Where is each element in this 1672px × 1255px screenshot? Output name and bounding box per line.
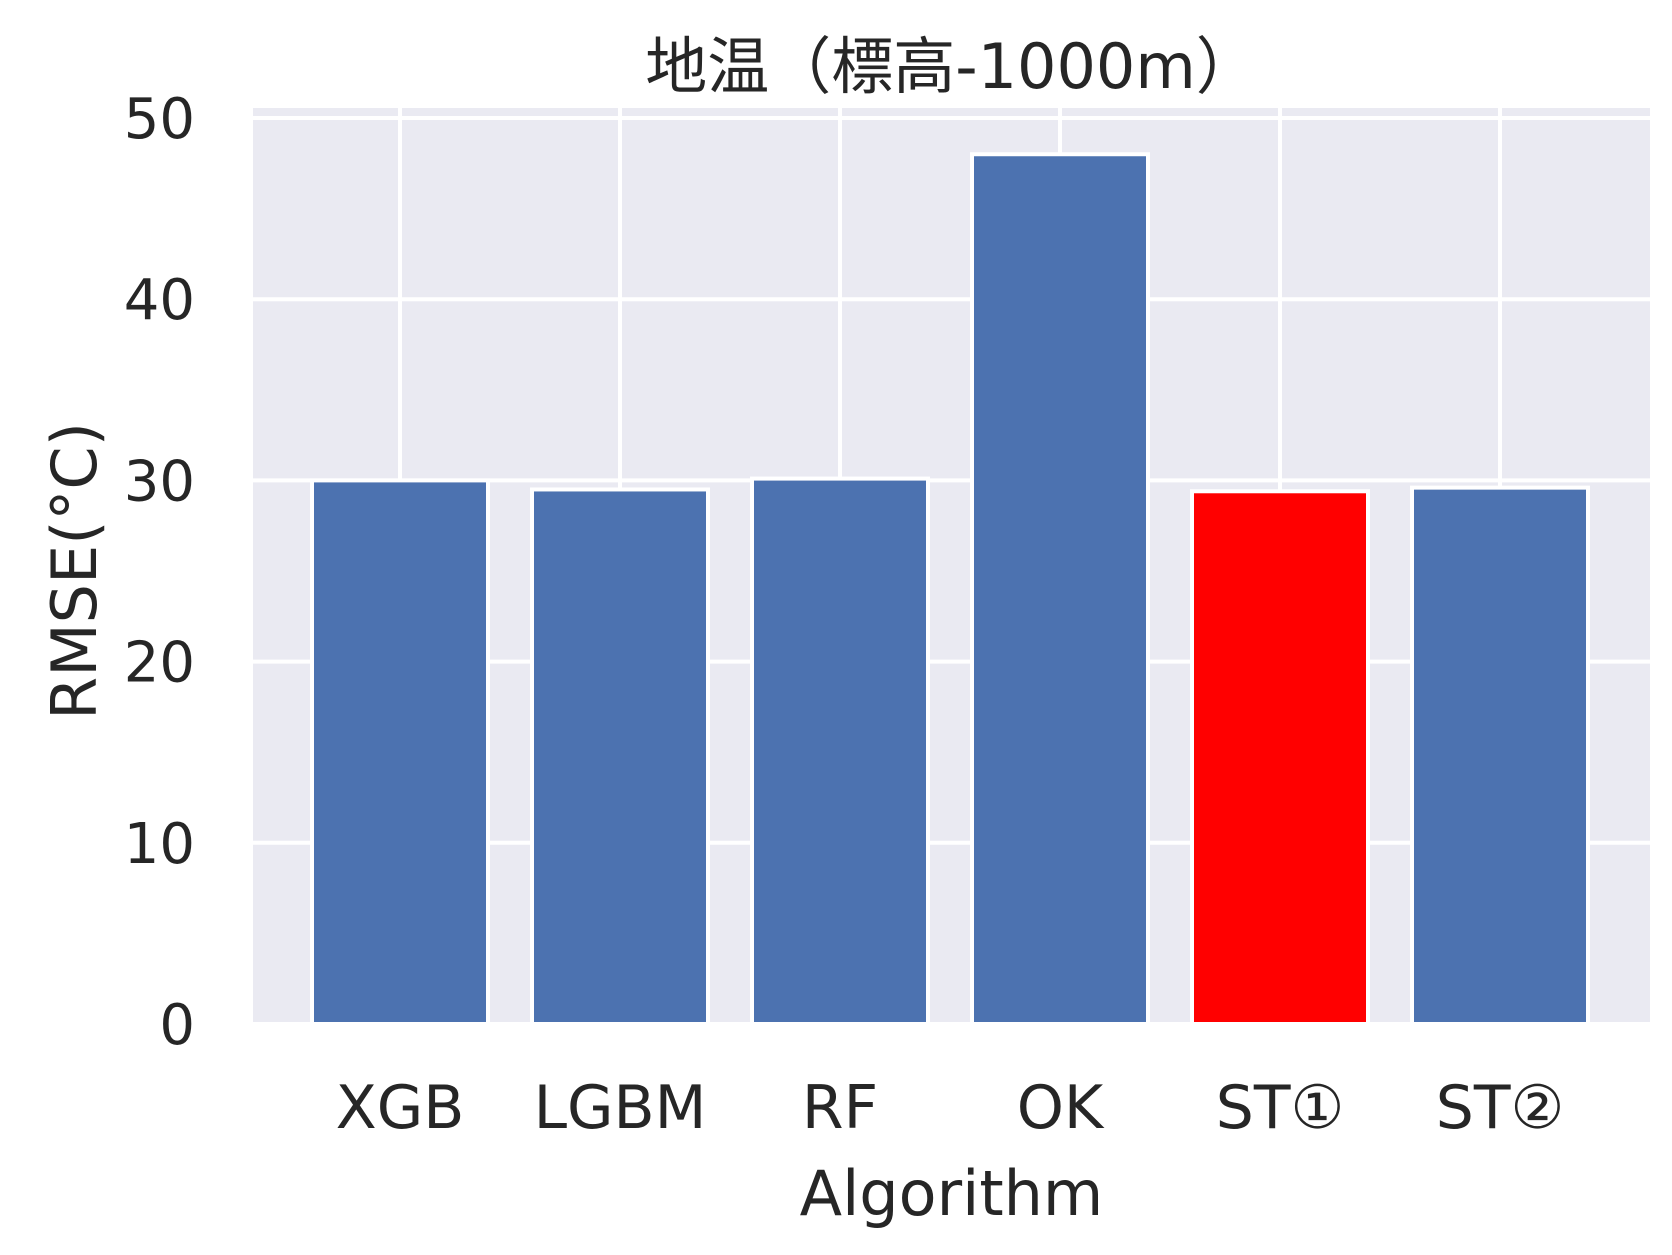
- bar-XGB: [310, 478, 490, 1026]
- chart-title: 地温（標高-1000m）: [645, 30, 1258, 103]
- bars: [310, 152, 1590, 1027]
- x-tick-label: XGB: [336, 1073, 465, 1143]
- bar-ST②: [1410, 485, 1590, 1026]
- x-tick-label: RF: [802, 1073, 878, 1143]
- bar-OK: [970, 152, 1150, 1027]
- x-tick-label: ST②: [1436, 1073, 1565, 1143]
- x-axis-label: Algorithm: [800, 1157, 1104, 1230]
- bar-ST①: [1190, 489, 1370, 1027]
- y-tick-label: 10: [124, 812, 195, 877]
- y-tick-label: 0: [159, 993, 195, 1058]
- y-tick-label: 30: [124, 449, 195, 514]
- y-tick-label: 20: [124, 631, 195, 696]
- x-tick-label: LGBM: [534, 1073, 707, 1143]
- x-tick-label: OK: [1017, 1073, 1105, 1143]
- y-axis-label: RMSE(°C): [38, 422, 111, 720]
- y-tick-label: 50: [124, 87, 195, 152]
- bar-RF: [750, 476, 930, 1026]
- y-tick-label: 40: [124, 268, 195, 333]
- x-tick-label: ST①: [1216, 1073, 1345, 1143]
- y-tick-labels: 0 10 20 30 40 50: [124, 87, 195, 1058]
- x-tick-labels: XGB LGBM RF OK ST① ST②: [336, 1073, 1565, 1143]
- bar-LGBM: [530, 487, 710, 1026]
